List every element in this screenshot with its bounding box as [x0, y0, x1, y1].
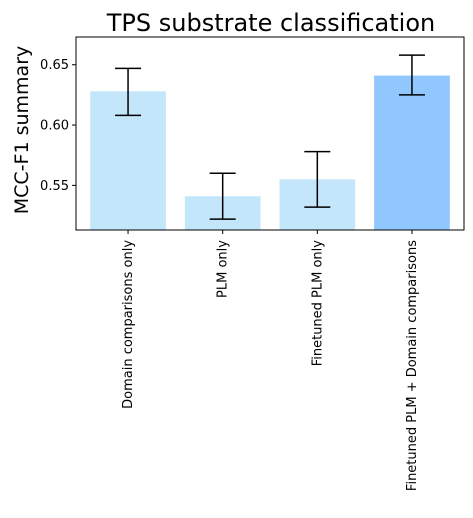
y-tick-label: 0.60	[40, 119, 69, 134]
x-tick-label: PLM only	[216, 240, 231, 298]
x-tick-label: Finetuned PLM + Domain comparisons	[405, 240, 420, 491]
y-tick-label: 0.55	[40, 179, 69, 194]
plot-frame	[75, 36, 465, 231]
y-tick-label: 0.65	[40, 58, 69, 73]
x-axis-ticks: Domain comparisons only PLM only Finetuned…	[121, 230, 420, 491]
bar	[374, 75, 450, 230]
chart-title: TPS substrate classification	[106, 9, 435, 37]
y-axis-label: MCC-F1 summary	[11, 46, 33, 215]
bars	[90, 75, 450, 230]
y-axis-ticks: 0.55 0.60 0.65	[40, 58, 76, 194]
x-tick-label: Domain comparisons only	[121, 240, 136, 409]
x-tick-label: Finetuned PLM only	[310, 240, 325, 367]
error-bars	[115, 54, 425, 220]
